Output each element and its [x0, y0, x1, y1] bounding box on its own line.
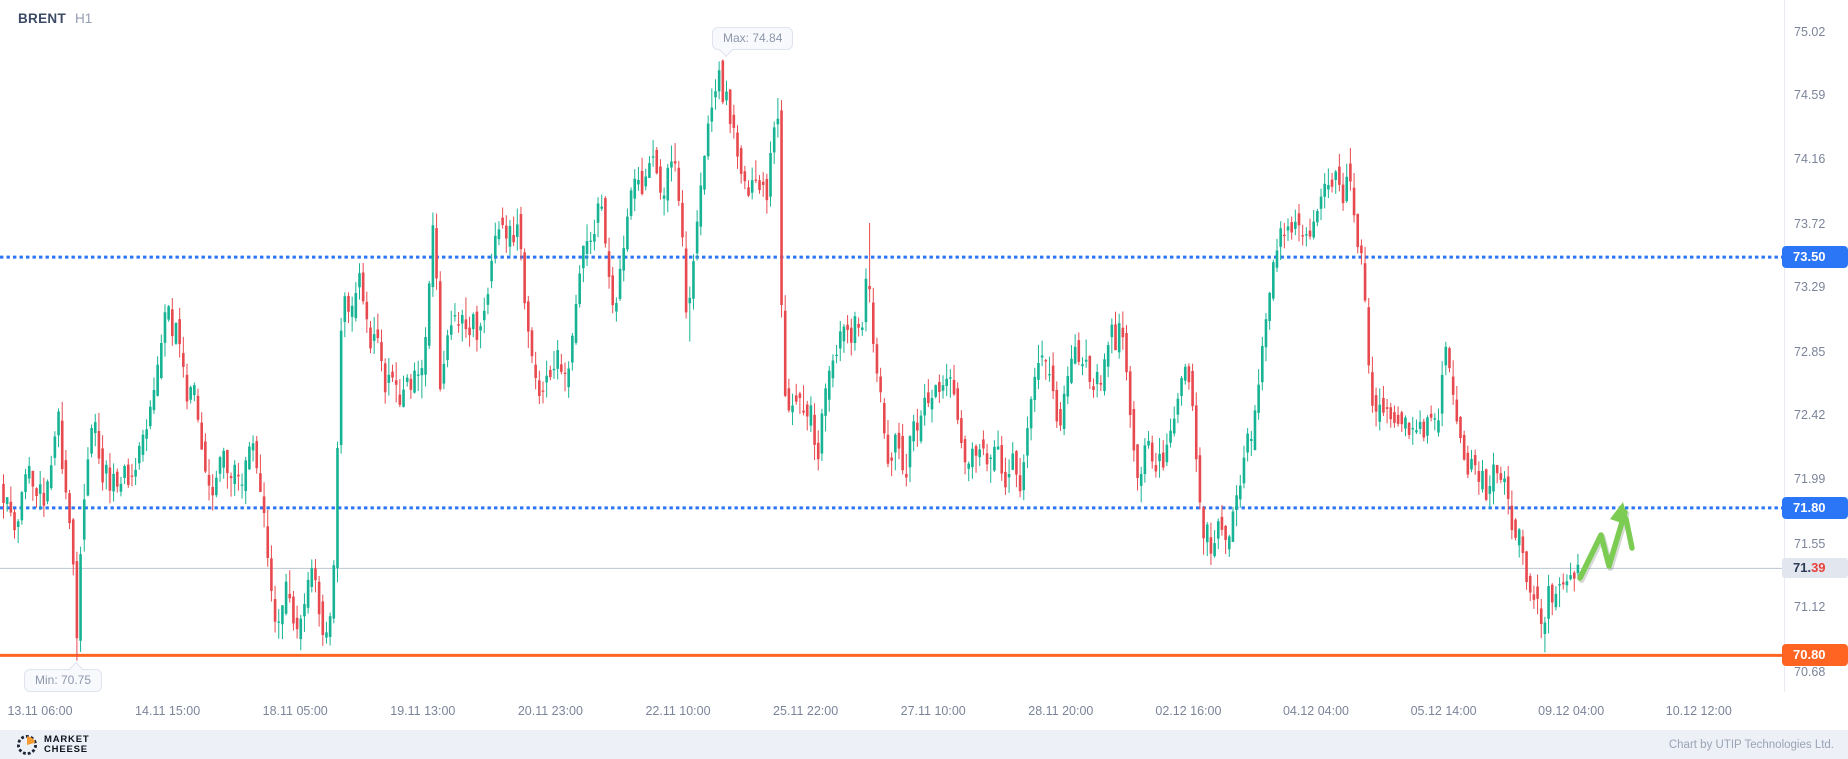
time-tick-9: 02.12 16:00: [1155, 704, 1222, 718]
price-tick-72.85: 72.85: [1794, 345, 1826, 359]
cheese-wheel-icon: [16, 734, 38, 755]
brand-line2: CHEESE: [44, 743, 88, 755]
current-price-main: 71.: [1793, 560, 1812, 576]
time-tick-2: 18.11 05:00: [262, 704, 328, 718]
price-tick-73.72: 73.72: [1794, 216, 1826, 231]
time-tick-4: 20.11 23:00: [517, 704, 583, 718]
max-price-label: Max: 74.84: [723, 31, 783, 45]
time-tick-5: 22.11 10:00: [645, 704, 711, 718]
time-tick-3: 19.11 13:00: [390, 704, 456, 718]
brand-line1: MARKET: [44, 734, 90, 745]
price-tick-71.55: 71.55: [1794, 536, 1826, 551]
level-badge-71.80: 71.80: [1782, 496, 1848, 519]
time-tick-13: 10.12 12:00: [1665, 704, 1732, 718]
price-axis-separator: [1784, 0, 1785, 692]
price-tick-72.42: 72.42: [1794, 408, 1826, 423]
time-tick-1: 14.11 15:00: [135, 704, 201, 718]
chart-credit: Chart by UTIP Technologies Ltd.: [1668, 738, 1834, 751]
symbol-header: BRENT H1: [18, 11, 92, 26]
time-tick-8: 28.11 20:00: [1028, 704, 1094, 718]
symbol-label: BRENT: [18, 11, 66, 26]
price-tick-71.12: 71.12: [1794, 600, 1826, 615]
current-price-decimals: 39: [1811, 560, 1826, 576]
level-badge-70.80: 70.80: [1782, 644, 1848, 667]
price-tick-70.68: 70.68: [1794, 665, 1826, 680]
timeframe-label: H1: [75, 11, 93, 26]
footer-bar: MARKET CHEESE Chart by UTIP Technologies…: [0, 730, 1848, 759]
max-price-tooltip: Max: 74.84: [712, 27, 794, 58]
time-tick-12: 09.12 04:00: [1538, 704, 1605, 718]
price-tick-74.59: 74.59: [1794, 88, 1826, 103]
time-tick-0: 13.11 06:00: [7, 704, 73, 718]
current-price-badge: 71.39: [1782, 558, 1848, 579]
time-tick-7: 27.11 10:00: [900, 704, 966, 718]
price-tick-71.99: 71.99: [1794, 471, 1826, 486]
min-price-label: Min: 70.75: [35, 673, 92, 687]
price-tick-73.29: 73.29: [1794, 280, 1826, 295]
price-tick-74.16: 74.16: [1794, 151, 1826, 166]
min-price-tooltip: Min: 70.75: [24, 661, 103, 692]
brand-logo: MARKET CHEESE: [16, 734, 89, 756]
level-badge-73.50: 73.50: [1782, 246, 1848, 269]
time-tick-6: 25.11 22:00: [773, 704, 839, 718]
time-tick-10: 04.12 04:00: [1282, 704, 1350, 718]
time-tick-11: 05.12 14:00: [1410, 704, 1477, 718]
price-tick-75.02: 75.02: [1794, 25, 1826, 39]
